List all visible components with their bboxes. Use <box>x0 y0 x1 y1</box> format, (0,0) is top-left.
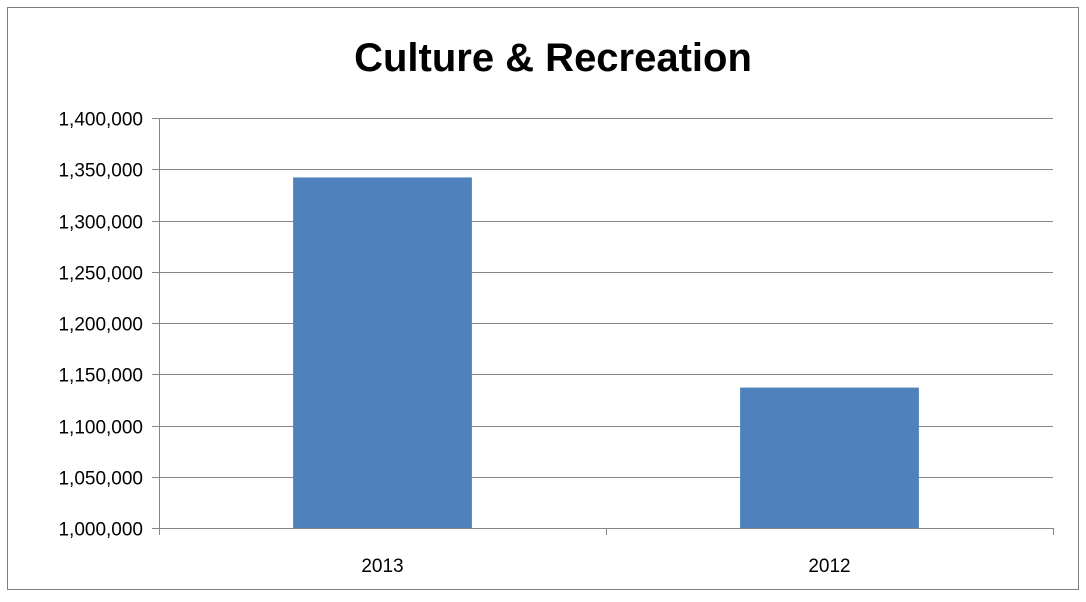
bars <box>293 177 919 528</box>
x-tick-label: 2012 <box>808 556 850 577</box>
y-axis-tick-labels: 1,000,000 1,050,000 1,100,000 1,150,000 1,20… <box>58 110 143 541</box>
y-tick-label: 1,250,000 <box>58 264 143 285</box>
bar-2013 <box>293 177 472 528</box>
y-tick-label: 1,300,000 <box>58 213 143 234</box>
bar-2012 <box>740 387 919 528</box>
y-tick-label: 1,200,000 <box>58 315 143 336</box>
x-axis-tick-labels: 2013 2012 <box>361 556 850 577</box>
y-tick-label: 1,400,000 <box>58 110 143 131</box>
y-tick-label: 1,150,000 <box>58 366 143 387</box>
y-tick-label: 1,000,000 <box>58 520 143 541</box>
axes <box>159 118 1054 535</box>
y-tick-label: 1,050,000 <box>58 469 143 490</box>
x-tick-label: 2013 <box>361 556 403 577</box>
chart-title: Culture & Recreation <box>354 36 752 80</box>
y-tick-label: 1,100,000 <box>58 418 143 439</box>
y-tick-label: 1,350,000 <box>58 161 143 182</box>
